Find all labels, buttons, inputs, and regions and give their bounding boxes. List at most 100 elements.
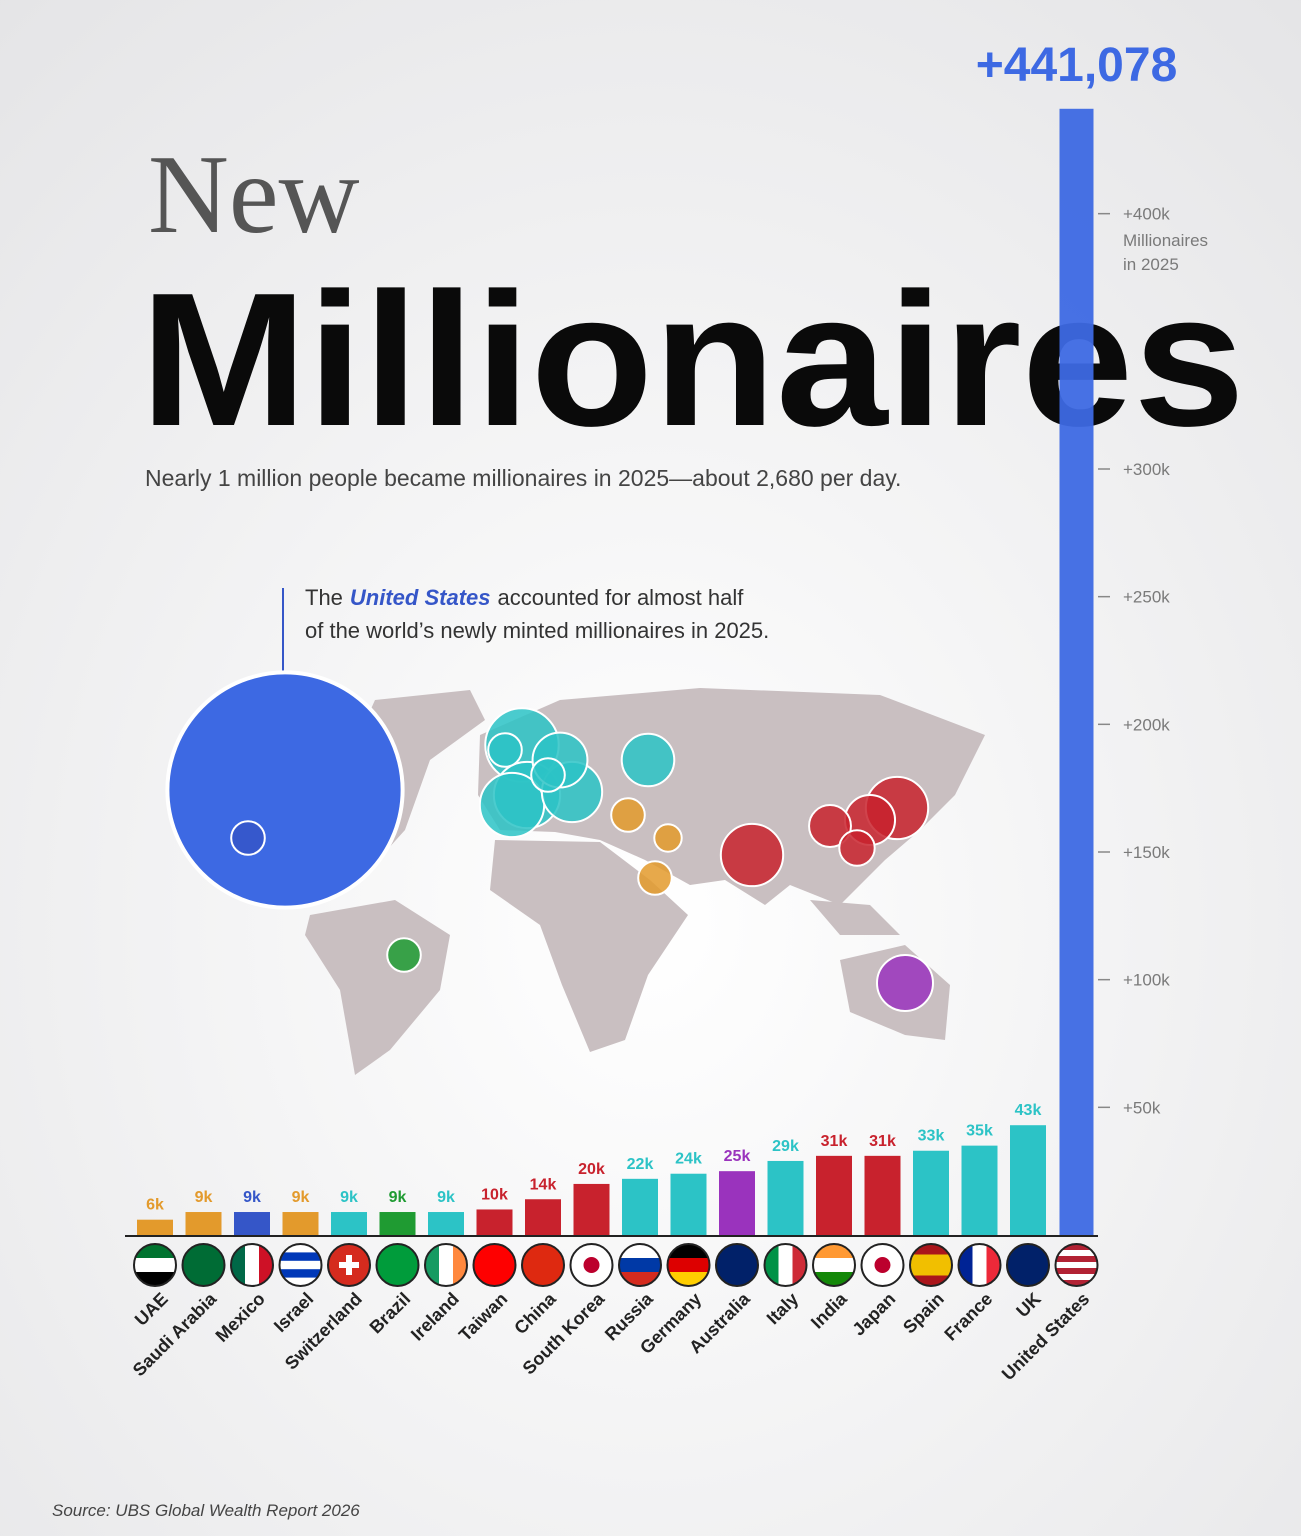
flag-stripe xyxy=(473,1244,516,1286)
value-label: 33k xyxy=(918,1128,945,1145)
flag-stripe xyxy=(972,1244,987,1286)
map-bubble xyxy=(165,670,405,910)
value-label: 35k xyxy=(966,1123,993,1140)
y-tick-label: +250k xyxy=(1123,588,1170,607)
flag-ring xyxy=(860,1243,905,1287)
map-bubble xyxy=(610,797,646,833)
flag-ring xyxy=(909,1243,953,1287)
flag-stripe xyxy=(134,1258,176,1273)
flag-stripe xyxy=(619,1258,661,1273)
annotation-highlight: United States xyxy=(350,585,491,610)
value-label: 9k xyxy=(389,1189,407,1206)
bar xyxy=(719,1171,755,1235)
flag-stripe xyxy=(1055,1250,1098,1257)
bar xyxy=(331,1212,367,1235)
annotation-text: accounted for almost half xyxy=(498,585,745,610)
flag-ring xyxy=(230,1243,274,1287)
flag-emblem xyxy=(874,1257,891,1273)
value-label: 6k xyxy=(146,1197,164,1214)
bar xyxy=(1059,108,1094,1235)
bar xyxy=(234,1212,270,1235)
flag-stripe xyxy=(910,1275,952,1286)
value-label: +441,078 xyxy=(976,39,1178,92)
flag-stripe xyxy=(910,1244,952,1255)
bar xyxy=(185,1212,222,1235)
bar xyxy=(622,1178,658,1235)
flag xyxy=(231,1244,273,1286)
flag xyxy=(861,1244,904,1286)
map-bubble xyxy=(487,732,523,768)
bar xyxy=(816,1155,852,1235)
flag-stripe xyxy=(245,1244,260,1286)
value-label: 20k xyxy=(578,1161,605,1178)
flag xyxy=(473,1244,516,1286)
annotation: The United States accounted for almost hal… xyxy=(305,585,744,610)
bar xyxy=(476,1209,513,1235)
flag-stripe xyxy=(813,1258,855,1273)
flag xyxy=(376,1244,419,1286)
flag-stripe xyxy=(376,1244,419,1286)
axis-note: in 2025 xyxy=(1123,255,1179,274)
flag-stripe xyxy=(279,1244,322,1253)
flag xyxy=(910,1244,952,1286)
map-bubble xyxy=(808,804,852,848)
bar xyxy=(137,1219,173,1235)
value-label: 25k xyxy=(724,1148,751,1165)
bar xyxy=(767,1160,804,1235)
flag-stripe xyxy=(182,1244,225,1286)
y-tick-label: +100k xyxy=(1123,971,1170,990)
flag xyxy=(279,1244,322,1286)
value-label: 14k xyxy=(530,1176,557,1193)
flag xyxy=(1055,1244,1098,1286)
subtitle: Nearly 1 million people became millionai… xyxy=(145,465,901,491)
value-label: 29k xyxy=(772,1138,799,1155)
flag-ring xyxy=(1006,1243,1050,1287)
flag-stripe xyxy=(279,1252,322,1262)
flag-stripe xyxy=(1055,1256,1098,1263)
bar xyxy=(1010,1125,1046,1235)
flag-ring xyxy=(715,1243,759,1287)
flag-stripe xyxy=(667,1258,710,1273)
flag-stripe xyxy=(279,1277,322,1286)
flag-ring xyxy=(618,1243,662,1287)
y-tick-label: +150k xyxy=(1123,843,1170,862)
flag-stripe xyxy=(522,1244,564,1286)
flag xyxy=(716,1244,758,1286)
map-bubble xyxy=(637,860,673,896)
value-label: 22k xyxy=(627,1156,654,1173)
y-tick-label: +50k xyxy=(1123,1098,1161,1117)
bar xyxy=(670,1173,707,1235)
flag-stripe xyxy=(1055,1274,1098,1281)
flag-stripe xyxy=(279,1260,322,1270)
value-label: 24k xyxy=(675,1151,702,1168)
bar xyxy=(428,1212,464,1235)
map-bubble xyxy=(876,954,934,1012)
flag-stripe xyxy=(439,1244,454,1286)
flag xyxy=(1007,1244,1049,1286)
flag-stripe xyxy=(1055,1268,1098,1275)
flag-ring xyxy=(375,1243,420,1287)
bar xyxy=(282,1212,319,1235)
title-line-1: New xyxy=(148,133,360,257)
value-label: 9k xyxy=(292,1189,310,1206)
source: Source: UBS Global Wealth Report 2026 xyxy=(52,1501,360,1520)
flag-ring xyxy=(569,1243,614,1287)
flag xyxy=(570,1244,613,1286)
flag-stripe xyxy=(910,1265,952,1276)
axis-note: Millionaires xyxy=(1123,231,1208,250)
map-bubble xyxy=(620,732,676,788)
flag-ring xyxy=(763,1243,808,1287)
annotation-text: The xyxy=(305,585,343,610)
map-bubble xyxy=(530,757,566,793)
map-bubble xyxy=(719,822,785,888)
flag-stripe xyxy=(1055,1244,1098,1251)
flag-stripe xyxy=(1007,1244,1049,1286)
value-label: 9k xyxy=(243,1189,261,1206)
flag-ring xyxy=(666,1243,711,1287)
flag xyxy=(182,1244,225,1286)
flag-stripe xyxy=(778,1244,793,1286)
y-tick-label: +400k xyxy=(1123,205,1170,224)
bar xyxy=(961,1145,998,1235)
y-tick-label: +300k xyxy=(1123,460,1170,479)
